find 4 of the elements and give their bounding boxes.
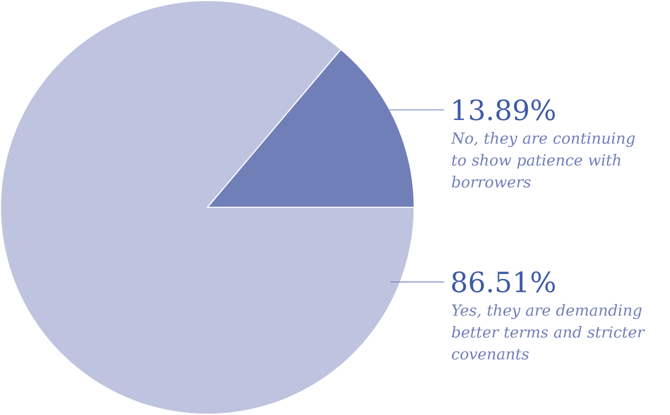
data-label: 13.89% <box>454 100 555 121</box>
slice-label: No, they are continuing to show patience with borrowers <box>450 132 635 188</box>
data-label: 86.51% <box>452 272 555 293</box>
slice-label: Yes, they are demanding better terms and stricter covenants <box>452 304 646 360</box>
